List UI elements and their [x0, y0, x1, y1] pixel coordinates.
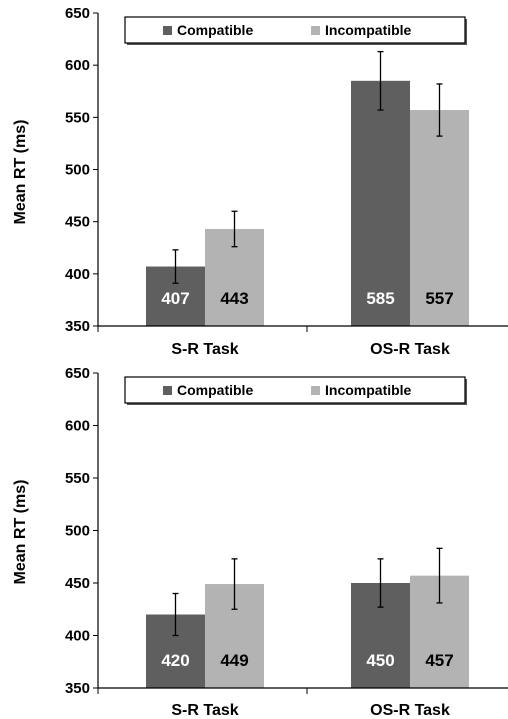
error-bar [231, 558, 238, 610]
legend-entry: Incompatible [325, 382, 412, 398]
legend-swatch [163, 26, 172, 35]
y-axis-label: Mean RT (ms) [12, 480, 29, 585]
legend-entry: Compatible [177, 382, 253, 398]
legend: Compatible Incompatible [124, 376, 467, 405]
data-label: 449 [220, 651, 248, 670]
data-label: 557 [425, 289, 453, 308]
bar-incompatible-2 [410, 110, 469, 326]
y-tick-label: 500 [65, 523, 90, 540]
error-bar [172, 249, 179, 284]
legend: Compatible Incompatible [124, 16, 467, 45]
x-category-label: OS-R Task [370, 702, 450, 719]
y-tick-label: 400 [65, 266, 90, 283]
x-category-label: S-R Task [171, 341, 238, 358]
y-tick-label: 600 [65, 418, 90, 435]
data-label: 420 [161, 651, 189, 670]
data-label: 407 [161, 289, 189, 308]
error-bar [436, 547, 443, 604]
y-tick-label: 350 [65, 318, 90, 335]
y-tick-label: 400 [65, 628, 90, 645]
data-label: 585 [366, 289, 394, 308]
legend-box [124, 376, 466, 404]
legend-entry: Incompatible [325, 22, 412, 38]
data-label: 450 [366, 651, 394, 670]
chart-panel-1: Mean RT (ms) 350 400 450 500 550 600 650 407 585 4… [12, 5, 508, 358]
error-bar [377, 558, 384, 608]
y-tick-label: 650 [65, 365, 90, 382]
y-tick-label: 550 [65, 109, 90, 126]
y-tick-label: 650 [65, 5, 90, 22]
data-label: 443 [220, 289, 248, 308]
error-bar [436, 83, 443, 137]
legend-swatch [311, 386, 320, 395]
error-bar [172, 592, 179, 637]
x-category-label: S-R Task [171, 702, 238, 719]
y-tick-label: 350 [65, 680, 90, 697]
chart-panel-2: Mean RT (ms) 350 400 450 500 550 600 650 420 450 4… [12, 365, 508, 719]
legend-swatch [163, 386, 172, 395]
legend-box [124, 16, 466, 44]
x-category-label: OS-R Task [370, 341, 450, 358]
y-tick-label: 450 [65, 214, 90, 231]
bar-compatible-2 [351, 80, 410, 326]
error-bar [231, 210, 238, 248]
error-bar [377, 50, 384, 111]
y-tick-label: 600 [65, 57, 90, 74]
y-tick-label: 450 [65, 575, 90, 592]
legend-entry: Compatible [177, 22, 253, 38]
legend-swatch [311, 26, 320, 35]
y-axis-label: Mean RT (ms) [12, 120, 29, 225]
y-tick-label: 500 [65, 162, 90, 179]
data-label: 457 [425, 651, 453, 670]
y-tick-label: 550 [65, 470, 90, 487]
